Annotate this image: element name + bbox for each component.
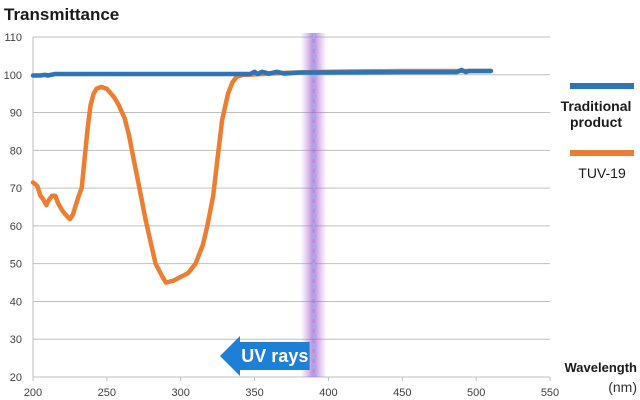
- y-tick-label-1: 30: [10, 334, 22, 346]
- x-axis-unit: (nm): [608, 379, 637, 395]
- legend-label-tuv19: TUV-19: [578, 165, 626, 181]
- legend-label-traditional-line2: product: [570, 114, 622, 130]
- x-tick-label-3: 350: [245, 387, 263, 399]
- series-group: [30, 67, 494, 285]
- y-tick-label-6: 80: [10, 145, 22, 157]
- series-line-tuv-19: [30, 68, 494, 285]
- x-tick-label-7: 550: [541, 387, 559, 399]
- y-tick-label-4: 60: [10, 221, 22, 233]
- uv-rays-arrow: UV rays: [220, 336, 310, 376]
- y-axis-ticks: 20 30 40 50 60 70 80 90 100 110: [4, 32, 22, 384]
- y-tick-label-5: 70: [10, 183, 22, 195]
- x-axis-ticks: 200 250 300 350 400 450 500 550: [24, 387, 559, 399]
- y-tick-label-8: 100: [4, 70, 22, 82]
- legend-label-traditional-line1: Traditional: [561, 98, 632, 114]
- uv-rays-arrow-shape: [220, 336, 310, 376]
- legend: Traditional product TUV-19: [561, 83, 634, 181]
- x-tick-label-2: 300: [172, 387, 190, 399]
- x-tick-label-6: 500: [467, 387, 485, 399]
- y-tick-label-2: 40: [10, 296, 22, 308]
- chart-title: Transmittance: [4, 5, 119, 24]
- x-tick-label-1: 250: [98, 387, 116, 399]
- x-tick-label-4: 400: [319, 387, 337, 399]
- y-tick-label-3: 50: [10, 259, 22, 271]
- x-axis-label: Wavelength: [565, 360, 638, 375]
- uv-rays-arrow-label: UV rays: [241, 346, 308, 366]
- gridlines: [32, 36, 551, 381]
- series-line-traditional-product: [30, 67, 494, 78]
- x-tick-label-0: 200: [24, 387, 42, 399]
- x-tick-label-5: 450: [393, 387, 411, 399]
- y-tick-label-0: 20: [10, 372, 22, 384]
- uv-band: [300, 33, 327, 377]
- y-tick-label-9: 110: [4, 32, 22, 44]
- y-tick-label-7: 90: [10, 108, 22, 120]
